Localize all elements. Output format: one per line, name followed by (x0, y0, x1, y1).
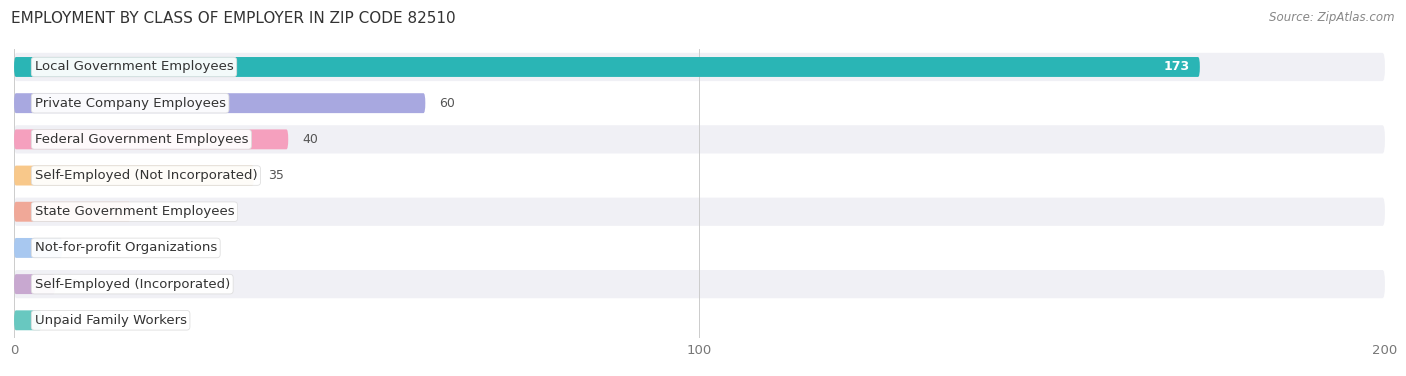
Text: 40: 40 (302, 133, 318, 146)
FancyBboxPatch shape (14, 202, 131, 222)
FancyBboxPatch shape (14, 274, 55, 294)
FancyBboxPatch shape (14, 57, 1199, 77)
Text: 7: 7 (76, 241, 84, 255)
Text: 173: 173 (1163, 61, 1189, 73)
FancyBboxPatch shape (14, 129, 288, 149)
FancyBboxPatch shape (14, 125, 1385, 153)
Text: Self-Employed (Incorporated): Self-Employed (Incorporated) (35, 277, 229, 291)
Text: Self-Employed (Not Incorporated): Self-Employed (Not Incorporated) (35, 169, 257, 182)
Text: 35: 35 (267, 169, 284, 182)
FancyBboxPatch shape (14, 165, 254, 185)
FancyBboxPatch shape (14, 198, 1385, 226)
Text: 4: 4 (55, 314, 63, 327)
FancyBboxPatch shape (14, 93, 425, 113)
Text: EMPLOYMENT BY CLASS OF EMPLOYER IN ZIP CODE 82510: EMPLOYMENT BY CLASS OF EMPLOYER IN ZIP C… (11, 11, 456, 26)
Text: 60: 60 (439, 97, 456, 110)
FancyBboxPatch shape (14, 53, 1385, 81)
FancyBboxPatch shape (14, 161, 1385, 190)
Text: Local Government Employees: Local Government Employees (35, 61, 233, 73)
Text: Not-for-profit Organizations: Not-for-profit Organizations (35, 241, 217, 255)
Text: 6: 6 (69, 277, 77, 291)
FancyBboxPatch shape (14, 306, 1385, 334)
FancyBboxPatch shape (14, 234, 1385, 262)
FancyBboxPatch shape (14, 89, 1385, 117)
FancyBboxPatch shape (14, 238, 62, 258)
Text: 17: 17 (145, 205, 160, 218)
Text: Unpaid Family Workers: Unpaid Family Workers (35, 314, 187, 327)
Text: State Government Employees: State Government Employees (35, 205, 235, 218)
FancyBboxPatch shape (14, 270, 1385, 298)
Text: Federal Government Employees: Federal Government Employees (35, 133, 247, 146)
Text: Private Company Employees: Private Company Employees (35, 97, 225, 110)
Text: Source: ZipAtlas.com: Source: ZipAtlas.com (1270, 11, 1395, 24)
FancyBboxPatch shape (14, 310, 42, 330)
